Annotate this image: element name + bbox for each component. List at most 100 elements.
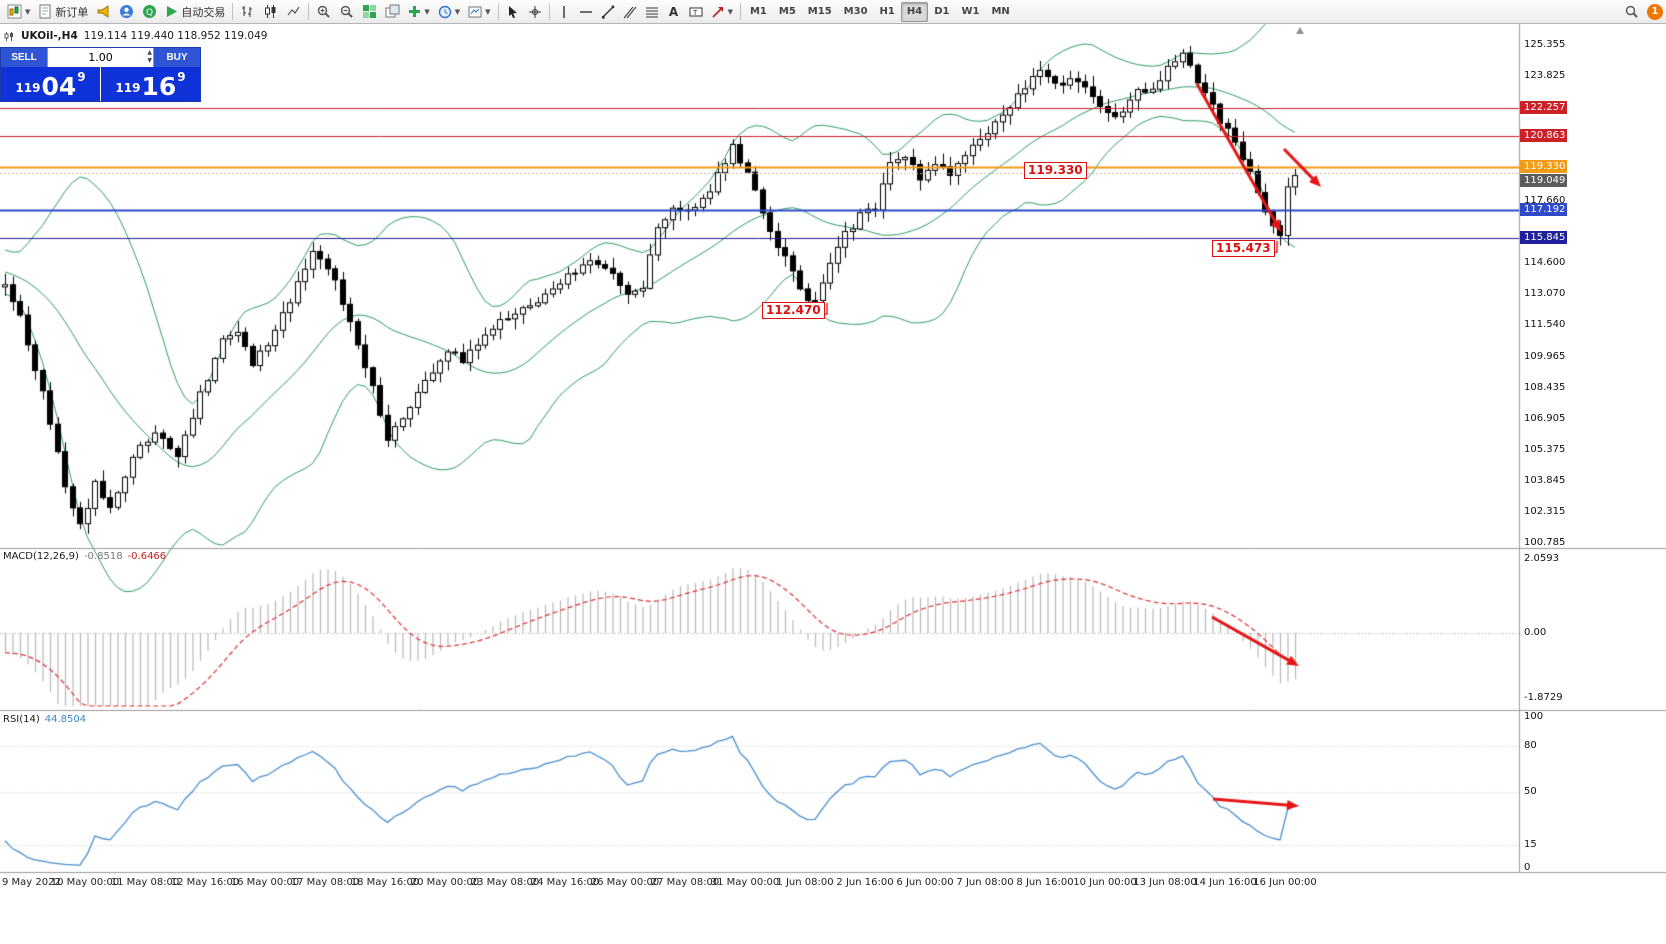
cascade-windows-icon — [385, 4, 400, 19]
horn-icon — [96, 4, 111, 19]
bid-price-point: 9 — [77, 70, 86, 84]
price-callout-119330[interactable]: 119.330 — [1024, 162, 1087, 179]
main-toolbar: ▼ 新订单 Q 自动交易 ▼ ▼ ▼ A T — [0, 0, 1666, 24]
zoom-in-button[interactable] — [312, 2, 335, 22]
crosshair-button[interactable] — [524, 2, 546, 22]
notifications-badge[interactable]: 1 — [1647, 3, 1663, 20]
arrow-shape-icon — [711, 5, 725, 19]
crosshair-icon — [528, 5, 542, 19]
horizontal-line-tool-button[interactable] — [575, 2, 597, 22]
bid-price-button[interactable]: 119 04 9 — [1, 67, 101, 101]
new-order-label: 新订单 — [55, 5, 89, 19]
date-label: 20 May 00:00 — [410, 877, 480, 888]
user-icon — [119, 4, 134, 19]
periods-button[interactable]: ▼ — [434, 2, 464, 22]
time-axis[interactable]: 9 May 2022 10 May 00:00 11 May 08:00 12 May… — [0, 873, 1666, 893]
clock-icon — [438, 5, 452, 19]
new-chart-button[interactable]: ▼ — [3, 2, 34, 22]
user-button[interactable] — [115, 2, 138, 22]
date-label: 12 May 16:00 — [170, 877, 240, 888]
one-click-trading-panel: SELL 1.00 ▲ ▼ BUY 119 04 9 119 16 9 — [0, 47, 201, 102]
price-callout-115473[interactable]: 115.473 — [1212, 240, 1275, 257]
tile-windows-button[interactable] — [358, 2, 381, 22]
indicators-button[interactable]: ▼ — [404, 2, 433, 22]
rsi-panel[interactable] — [0, 712, 1519, 872]
macd-panel[interactable] — [0, 550, 1519, 710]
volume-decrease-button[interactable]: ▼ — [147, 57, 152, 64]
label-icon: T — [689, 5, 703, 19]
mini-chart-icon — [4, 31, 15, 42]
date-label: 23 May 08:00 — [470, 877, 540, 888]
macd-main-value: -0.8518 — [83, 551, 123, 562]
add-indicator-icon — [408, 5, 421, 18]
price-callout-112470[interactable]: 112.470 — [762, 302, 825, 319]
channel-tool-button[interactable] — [619, 2, 641, 22]
date-label: 13 Jun 08:00 — [1133, 877, 1197, 888]
timeframe-m30-button[interactable]: M30 — [843, 6, 868, 17]
cursor-button[interactable] — [502, 2, 524, 22]
volume-field[interactable]: 1.00 ▲ ▼ — [47, 48, 154, 67]
toolbar-separator — [548, 3, 550, 20]
candlestick-chart-button[interactable] — [259, 2, 282, 22]
toolbar-separator — [497, 3, 499, 20]
label-tool-button[interactable]: T — [685, 2, 707, 22]
rsi-title: RSI(14) — [3, 714, 40, 725]
community-button[interactable]: Q — [138, 2, 161, 22]
chevron-down-icon: ▼ — [485, 7, 491, 16]
toolbar-separator — [308, 3, 310, 20]
toolbar-separator — [739, 3, 741, 20]
volume-increase-button[interactable]: ▲ — [147, 49, 152, 56]
trendline-tool-button[interactable] — [597, 2, 619, 22]
timeframe-w1-button[interactable]: W1 — [961, 6, 980, 17]
ask-price-point: 9 — [177, 70, 186, 84]
date-label: 11 May 08:00 — [110, 877, 180, 888]
date-label: 24 May 16:00 — [530, 877, 600, 888]
timeframe-h4-button[interactable]: H4 — [900, 1, 929, 22]
buy-button[interactable]: BUY — [154, 48, 200, 67]
vertical-line-tool-button[interactable] — [553, 2, 575, 22]
autotrade-button[interactable]: 自动交易 — [161, 2, 229, 22]
price-chart-panel[interactable] — [0, 24, 1519, 548]
macd-signal-value: -0.6466 — [127, 551, 167, 562]
cascade-windows-button[interactable] — [381, 2, 404, 22]
date-label: 27 May 08:00 — [650, 877, 720, 888]
date-label: 31 May 00:00 — [710, 877, 780, 888]
vertical-line-icon — [558, 5, 570, 19]
announcement-button[interactable] — [92, 2, 115, 22]
zoom-out-button[interactable] — [335, 2, 358, 22]
timeframe-m15-button[interactable]: M15 — [807, 6, 832, 17]
timeframe-h1-button[interactable]: H1 — [879, 6, 895, 17]
date-label: 16 May 00:00 — [230, 877, 300, 888]
date-label: 26 May 00:00 — [590, 877, 660, 888]
new-order-button[interactable]: 新订单 — [34, 2, 92, 22]
search-button[interactable] — [1620, 2, 1643, 22]
date-label: 9 May 2022 — [2, 877, 61, 888]
play-icon — [165, 5, 178, 18]
templates-button[interactable]: ▼ — [464, 2, 494, 22]
timeframe-d1-button[interactable]: D1 — [934, 6, 950, 17]
ask-price-pips: 16 — [141, 72, 177, 101]
bar-chart-button[interactable] — [236, 2, 259, 22]
macd-label: MACD(12,26,9) -0.8518 -0.6466 — [3, 551, 166, 562]
chevron-down-icon: ▼ — [454, 7, 461, 16]
bid-price-pips: 04 — [41, 72, 77, 101]
globe-icon: Q — [142, 4, 157, 19]
chevron-down-icon: ▼ — [424, 7, 430, 16]
horizontal-line-icon — [579, 6, 593, 18]
line-chart-button[interactable] — [282, 2, 305, 22]
fibonacci-tool-button[interactable] — [641, 2, 663, 22]
timeframe-m1-button[interactable]: M1 — [749, 6, 767, 17]
ask-price-button[interactable]: 119 16 9 — [101, 67, 200, 101]
text-tool-button[interactable]: A — [663, 2, 685, 22]
rsi-label: RSI(14) 44.8504 — [3, 714, 86, 725]
fibonacci-icon — [645, 5, 659, 19]
rsi-value: 44.8504 — [44, 714, 87, 725]
sell-button[interactable]: SELL — [1, 48, 47, 67]
timeframe-mn-button[interactable]: MN — [991, 6, 1010, 17]
svg-text:Q: Q — [146, 8, 153, 18]
new-order-icon — [38, 4, 52, 19]
shapes-tool-button[interactable]: ▼ — [707, 2, 737, 22]
date-label: 18 May 16:00 — [350, 877, 420, 888]
timeframe-m5-button[interactable]: M5 — [778, 6, 796, 17]
